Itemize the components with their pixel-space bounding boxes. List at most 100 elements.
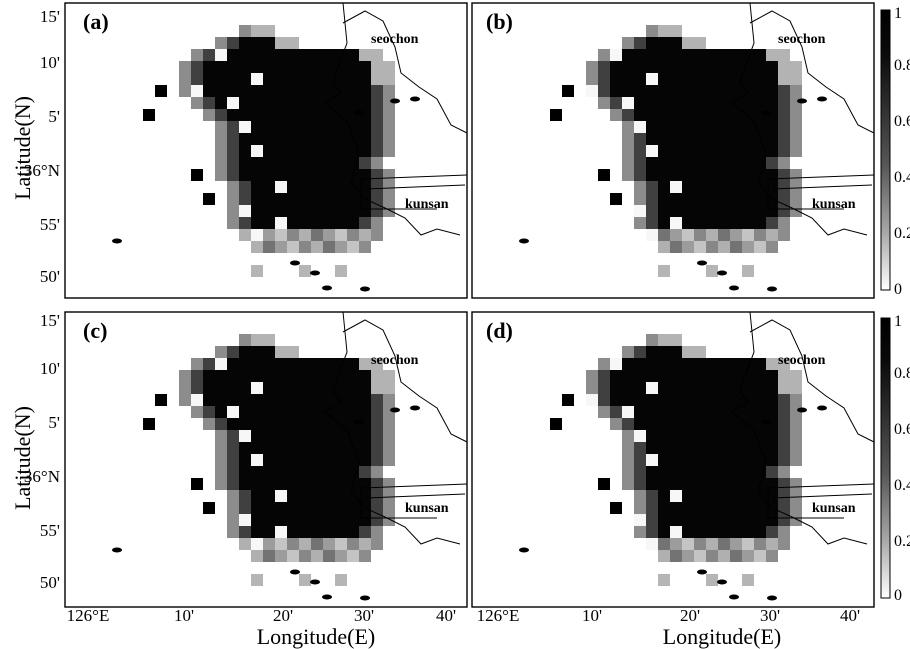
field-cell: [371, 205, 383, 217]
field-cell: [371, 406, 383, 418]
field-cell: [790, 133, 802, 145]
field-cell: [227, 133, 239, 145]
field-cell: [694, 205, 706, 217]
field-cell: [778, 73, 790, 85]
field-cell: [251, 370, 263, 382]
field-cell: [263, 49, 275, 61]
field-cell: [359, 169, 371, 181]
field-cell: [299, 241, 311, 253]
field-cell: [670, 73, 682, 85]
field-cell: [347, 454, 359, 466]
field-cell: [179, 61, 191, 73]
field-cell: [790, 205, 802, 217]
field-cell: [682, 442, 694, 454]
field-cell: [718, 229, 730, 241]
field-cell: [299, 550, 311, 562]
field-cell: [251, 133, 263, 145]
field-cell: [682, 466, 694, 478]
island-shape: [697, 569, 707, 575]
field-cell: [371, 61, 383, 73]
field-cell: [718, 61, 730, 73]
field-cell: [598, 478, 610, 490]
field-cell: [694, 169, 706, 181]
field-cell: [730, 490, 742, 502]
field-cell: [742, 229, 754, 241]
field-cell: [215, 454, 227, 466]
field-cell: [227, 514, 239, 526]
field-cell: [670, 229, 682, 241]
x-tick-label: 30': [354, 606, 374, 625]
field-cell: [371, 502, 383, 514]
field-cell: [694, 502, 706, 514]
field-cell: [622, 97, 634, 109]
field-cell: [275, 526, 287, 538]
field-cell: [778, 157, 790, 169]
estuary-outline: [360, 174, 468, 210]
field-cell: [790, 145, 802, 157]
field-cell: [658, 346, 670, 358]
field-cell: [682, 478, 694, 490]
field-cell: [323, 526, 335, 538]
field-cell: [263, 478, 275, 490]
field-cell: [251, 442, 263, 454]
field-cell: [658, 526, 670, 538]
field-cell: [215, 121, 227, 133]
probability-field: [143, 25, 395, 277]
field-cell: [694, 382, 706, 394]
field-cell: [610, 382, 622, 394]
field-cell: [682, 538, 694, 550]
field-cell: [275, 73, 287, 85]
field-cell: [359, 145, 371, 157]
field-cell: [275, 145, 287, 157]
field-cell: [718, 466, 730, 478]
field-cell: [766, 382, 778, 394]
field-cell: [694, 37, 706, 49]
field-cell: [718, 442, 730, 454]
field-cell: [742, 85, 754, 97]
field-cell: [766, 478, 778, 490]
field-cell: [215, 109, 227, 121]
field-cell: [754, 550, 766, 562]
field-cell: [598, 61, 610, 73]
island-shape: [410, 96, 420, 102]
coastline: [112, 311, 468, 601]
field-cell: [311, 490, 323, 502]
field-cell: [646, 61, 658, 73]
island-shape: [360, 595, 370, 601]
coastline-path: [324, 311, 461, 545]
field-cell: [790, 478, 802, 490]
field-cell: [191, 97, 203, 109]
field-cell: [610, 73, 622, 85]
field-cell: [251, 229, 263, 241]
field-cell: [359, 133, 371, 145]
island-shape: [729, 594, 739, 600]
field-cell: [287, 514, 299, 526]
field-cell: [622, 394, 634, 406]
x-tick-labels-right: 126°E 10' 20' 30' 40': [477, 606, 860, 625]
field-cell: [215, 346, 227, 358]
field-cell: [191, 406, 203, 418]
field-cell: [670, 334, 682, 346]
field-cell: [227, 526, 239, 538]
field-cell: [275, 109, 287, 121]
field-cell: [227, 478, 239, 490]
field-cell: [251, 241, 263, 253]
field-cell: [287, 442, 299, 454]
field-cell: [670, 85, 682, 97]
field-cell: [311, 157, 323, 169]
field-cell: [694, 346, 706, 358]
field-cell: [766, 229, 778, 241]
field-cell: [287, 217, 299, 229]
field-cell: [215, 370, 227, 382]
field-cell: [610, 109, 622, 121]
panel-b: (b) seochon kunsan: [471, 2, 875, 299]
y-tick-label: 5': [48, 413, 60, 432]
field-cell: [383, 430, 395, 442]
field-cell: [215, 49, 227, 61]
field-cell: [670, 550, 682, 562]
field-cell: [682, 157, 694, 169]
field-cell: [742, 169, 754, 181]
field-cell: [251, 145, 263, 157]
field-cell: [251, 526, 263, 538]
